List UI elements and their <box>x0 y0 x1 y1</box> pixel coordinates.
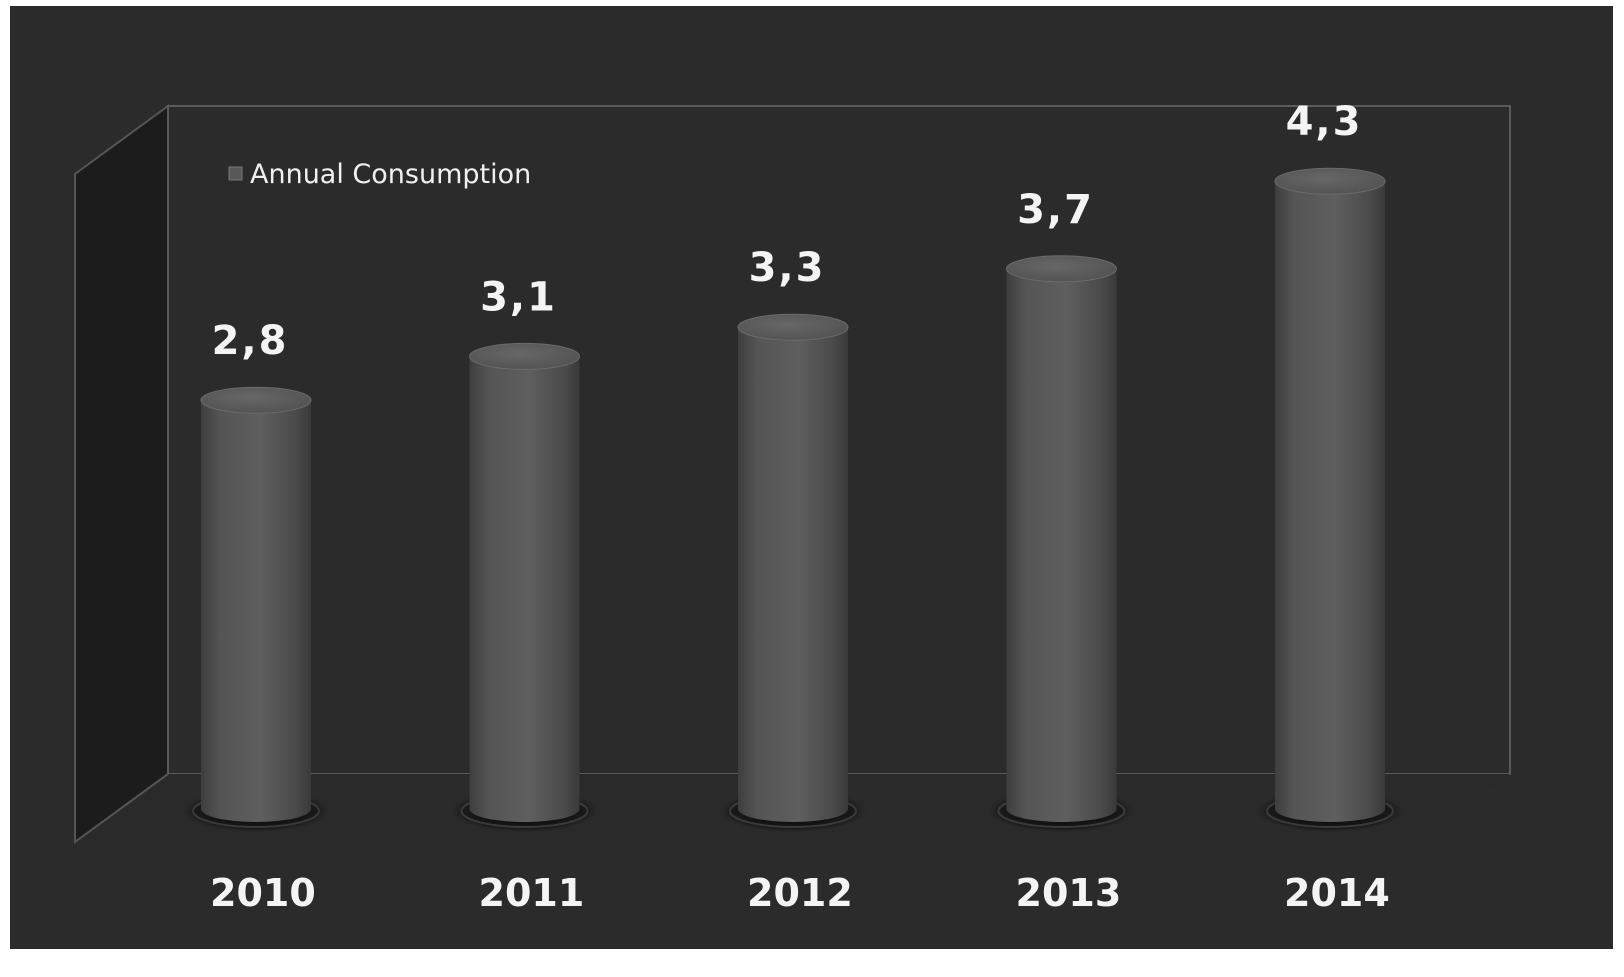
bar-body <box>738 327 848 822</box>
bar-cap <box>200 386 312 414</box>
value-label-2010: 2,8 <box>212 318 289 364</box>
bar-body <box>1006 268 1117 823</box>
bar-body <box>1275 181 1385 822</box>
category-label-2011: 2011 <box>479 871 585 915</box>
value-label-2011: 3,1 <box>480 274 557 320</box>
bar-cap <box>469 342 580 370</box>
side-wall <box>74 104 169 844</box>
value-label-2014: 4,3 <box>1286 99 1363 145</box>
bars-group <box>179 167 1407 833</box>
legend-swatch <box>228 166 243 181</box>
bar-cap <box>1006 255 1117 283</box>
value-label-2013: 3,7 <box>1017 187 1094 233</box>
value-labels-group: 2,8 3,1 3,3 3,7 4,3 <box>212 99 1363 364</box>
bar-2012 <box>716 313 870 833</box>
bar-2010 <box>179 386 333 833</box>
floor-edge <box>74 773 169 843</box>
bar-body <box>201 400 311 822</box>
bar-cap <box>737 313 849 341</box>
category-label-2014: 2014 <box>1284 871 1390 915</box>
bar-2013 <box>984 255 1139 833</box>
value-label-2012: 3,3 <box>749 245 826 291</box>
chart-svg: Annual Consumption 2,83,13,33,74,3 2010 2… <box>74 99 1511 915</box>
bar-body <box>469 356 580 823</box>
category-label-2013: 2013 <box>1016 871 1122 915</box>
legend: Annual Consumption <box>228 159 531 190</box>
legend-label: Annual Consumption <box>250 159 531 190</box>
bar-cap <box>1274 167 1386 195</box>
bar-2011 <box>447 342 602 833</box>
category-label-2012: 2012 <box>747 871 853 915</box>
category-label-2010: 2010 <box>210 871 316 915</box>
category-labels-group: 2010 2011 2012 2013 2014 <box>210 871 1390 915</box>
bar-2014 <box>1253 167 1407 833</box>
chart-frame: Annual Consumption 2,8 3,1 3,3 3,7 4,3 2010 2… <box>10 6 1613 949</box>
